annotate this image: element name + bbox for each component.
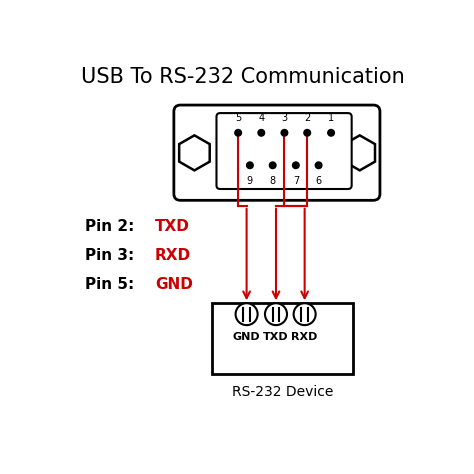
Text: 1: 1 bbox=[328, 113, 334, 123]
Text: 6: 6 bbox=[316, 176, 322, 186]
Text: 9: 9 bbox=[247, 176, 253, 186]
Text: TXD: TXD bbox=[155, 219, 190, 234]
FancyBboxPatch shape bbox=[174, 105, 380, 201]
Polygon shape bbox=[179, 136, 210, 170]
Circle shape bbox=[246, 162, 253, 169]
Text: Pin 2:: Pin 2: bbox=[85, 219, 139, 234]
Circle shape bbox=[281, 129, 288, 136]
Circle shape bbox=[258, 129, 264, 136]
Circle shape bbox=[269, 162, 276, 169]
FancyBboxPatch shape bbox=[217, 113, 352, 189]
Text: Pin 3:: Pin 3: bbox=[85, 248, 139, 263]
Text: USB To RS-232 Communication: USB To RS-232 Communication bbox=[81, 67, 405, 87]
Text: 8: 8 bbox=[270, 176, 276, 186]
Circle shape bbox=[304, 129, 310, 136]
Circle shape bbox=[292, 162, 299, 169]
Circle shape bbox=[315, 162, 322, 169]
Text: 4: 4 bbox=[258, 113, 264, 123]
Text: 2: 2 bbox=[304, 113, 310, 123]
Text: 3: 3 bbox=[282, 113, 288, 123]
Circle shape bbox=[265, 303, 287, 325]
Text: RXD: RXD bbox=[292, 332, 318, 342]
Text: TXD: TXD bbox=[263, 332, 289, 342]
Bar bbox=[212, 303, 353, 374]
Text: Pin 5:: Pin 5: bbox=[85, 277, 139, 292]
Text: RS-232 Device: RS-232 Device bbox=[232, 385, 333, 400]
Text: 7: 7 bbox=[293, 176, 299, 186]
Text: GND: GND bbox=[233, 332, 260, 342]
Circle shape bbox=[328, 129, 334, 136]
Circle shape bbox=[293, 303, 316, 325]
Polygon shape bbox=[345, 136, 375, 170]
Text: 5: 5 bbox=[235, 113, 241, 123]
Circle shape bbox=[236, 303, 258, 325]
Circle shape bbox=[235, 129, 241, 136]
Text: RXD: RXD bbox=[155, 248, 191, 263]
Text: GND: GND bbox=[155, 277, 192, 292]
